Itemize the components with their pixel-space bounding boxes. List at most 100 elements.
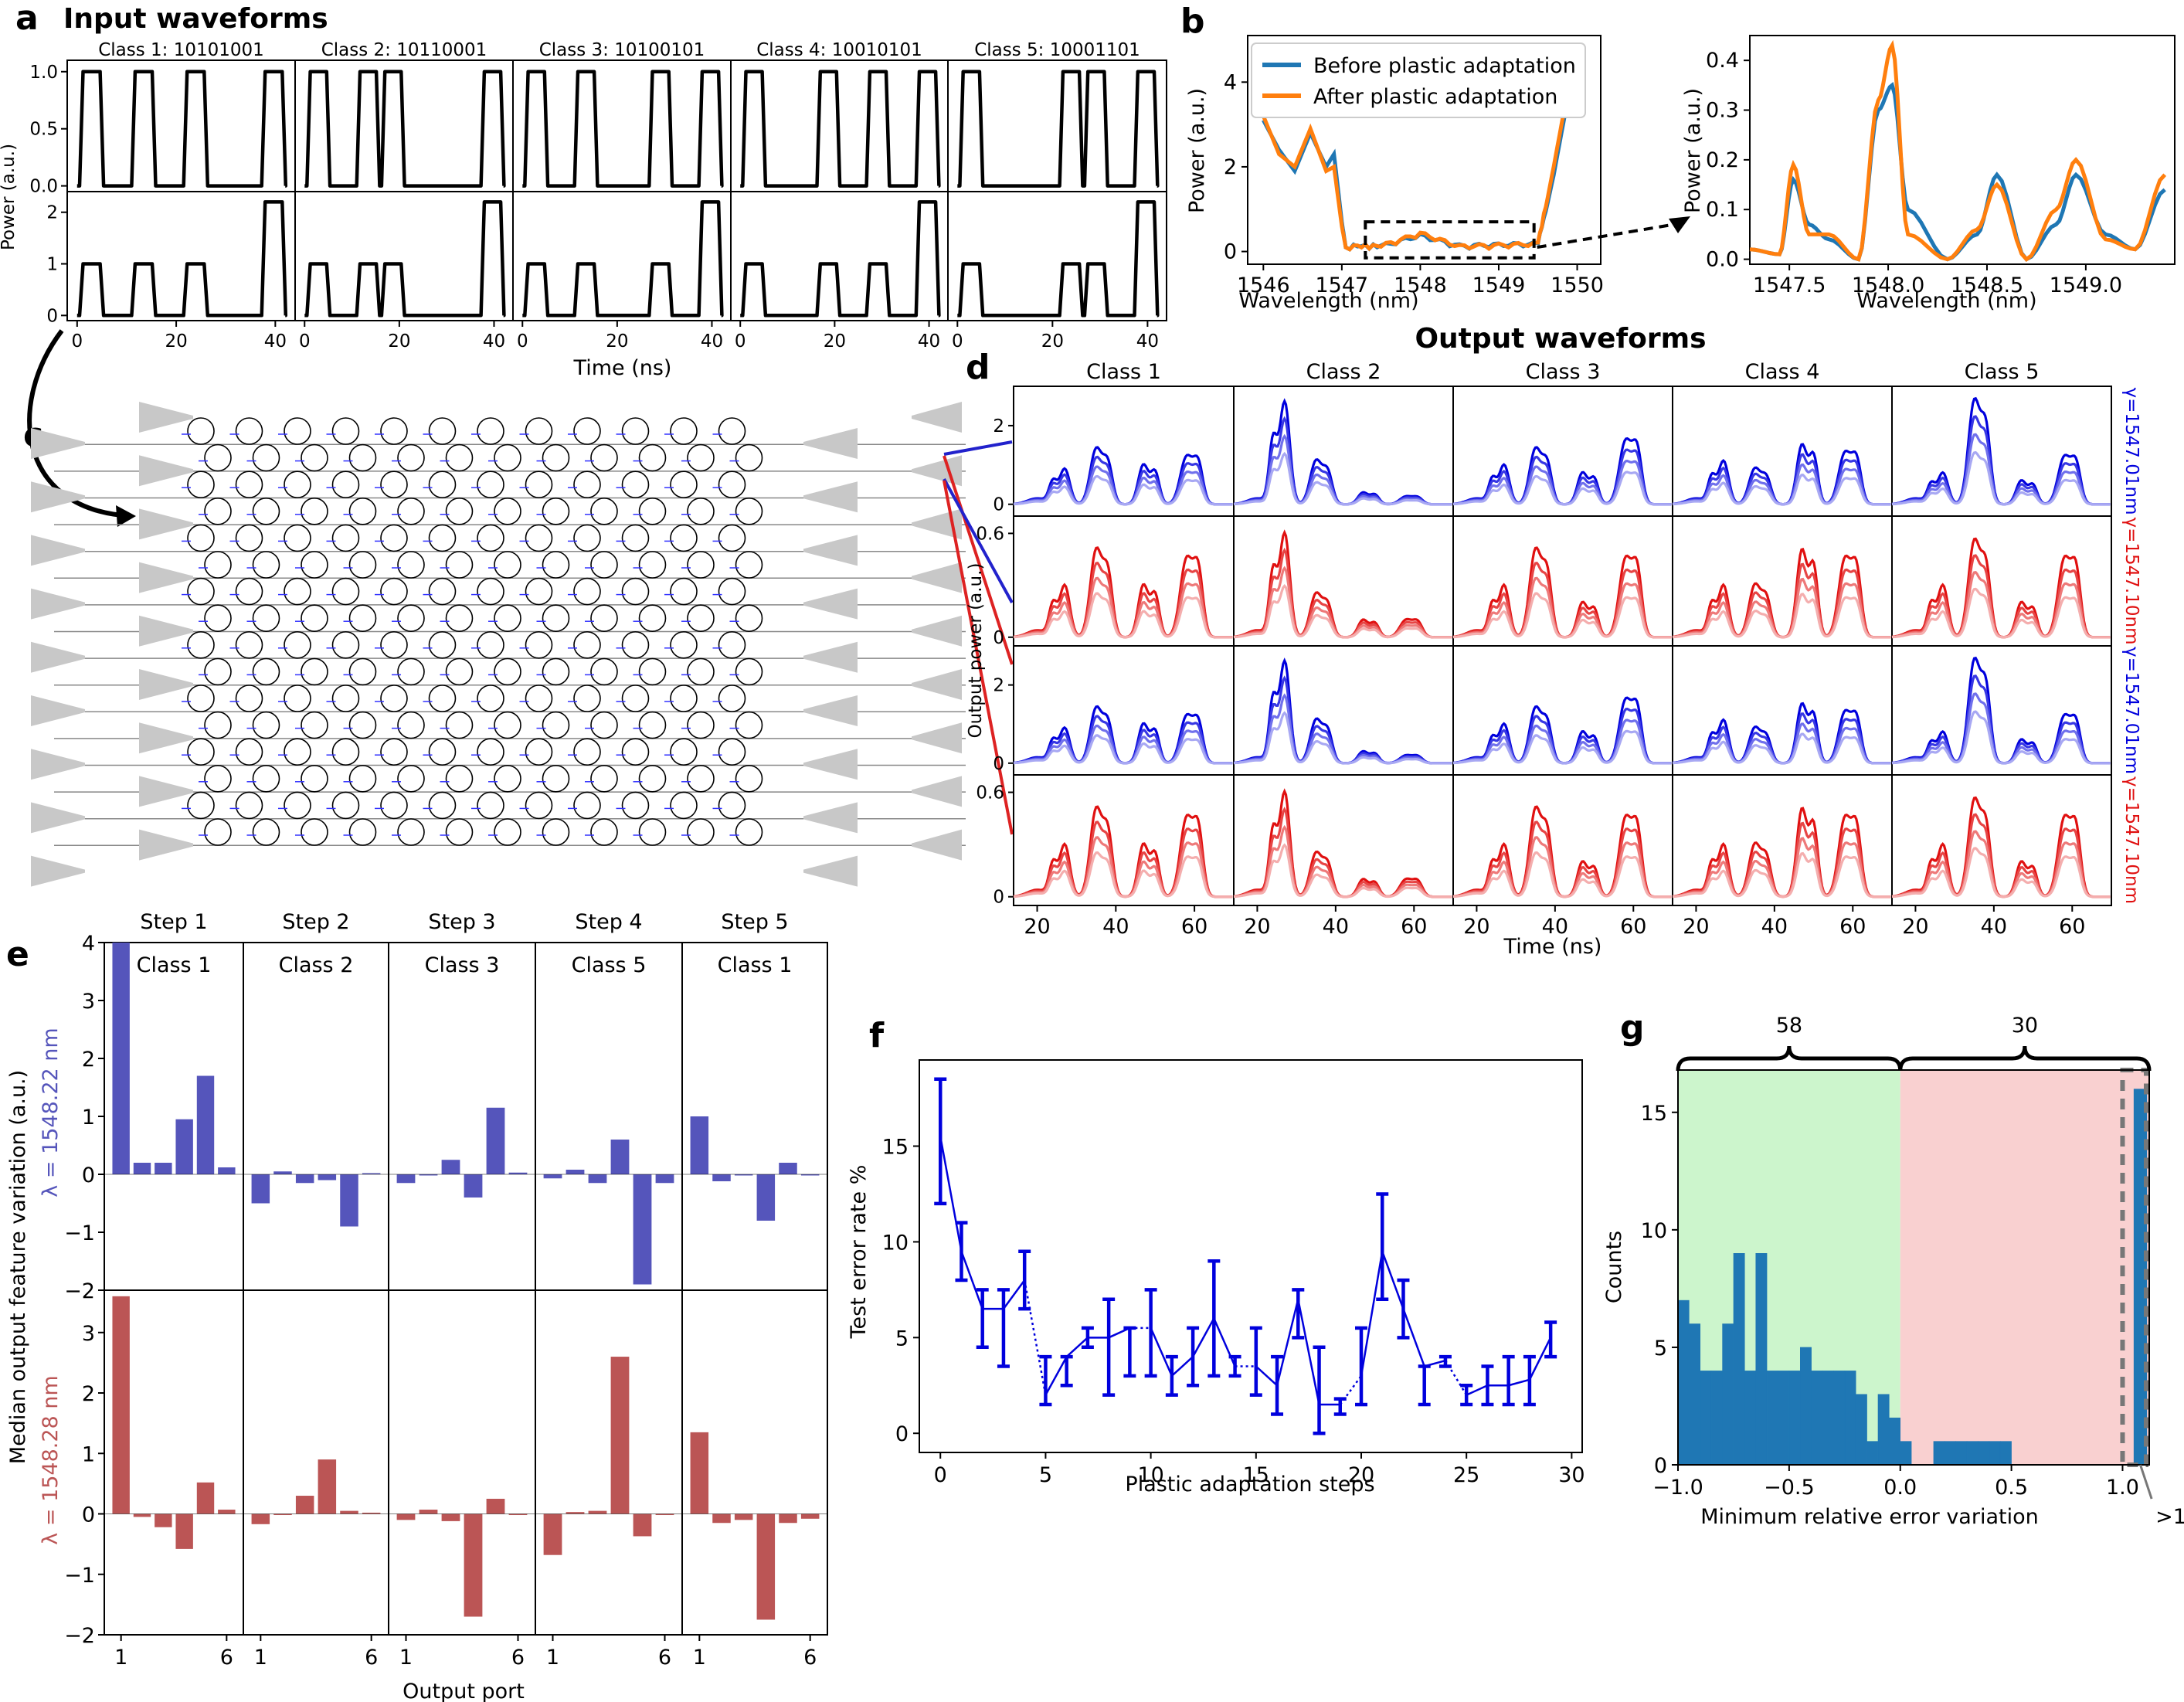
panel-c-ring bbox=[445, 443, 474, 472]
panel-d-xlabel: Time (ns) bbox=[1503, 935, 1602, 959]
panel-d-xtick-label: 60 bbox=[1620, 915, 1646, 939]
panel-c-right-coupler bbox=[912, 455, 962, 487]
panel-d-waveform-line bbox=[1891, 587, 2111, 639]
panel-d-waveform-line bbox=[1013, 576, 1233, 639]
panel-c-left-coupler bbox=[139, 615, 193, 647]
panel-c-ring bbox=[735, 604, 763, 633]
panel-g-bar bbox=[1945, 1441, 1956, 1466]
panel-e-ytick-label: −2 bbox=[64, 1279, 95, 1303]
panel-d-output-waveforms: Output waveforms Time (ns) Output power … bbox=[966, 323, 2142, 959]
panel-e-axes-bottom bbox=[681, 1289, 828, 1636]
panel-d-waveform-line bbox=[1891, 656, 2111, 765]
panel-c-ring bbox=[252, 818, 280, 846]
panel-c-ring bbox=[331, 524, 360, 552]
panel-c-ring bbox=[573, 577, 601, 606]
panel-e-xlabel: Output port bbox=[402, 1680, 525, 1702]
panel-f-xlabel: Plastic adaptation steps bbox=[1125, 1473, 1374, 1496]
panel-e-step-title: Step 2 bbox=[282, 910, 349, 934]
panel-e-xtick-label: 1 bbox=[693, 1646, 706, 1670]
panel-c-ring bbox=[735, 818, 763, 846]
panel-c-ring bbox=[670, 630, 698, 659]
panel-c-ring bbox=[331, 791, 360, 820]
panel-d-ytick-label: 0.6 bbox=[976, 783, 1004, 803]
panel-c-ring bbox=[252, 711, 280, 739]
panel-d-waveform-line bbox=[1233, 451, 1452, 506]
panel-e-class-title: Class 2 bbox=[279, 953, 354, 977]
panel-c-ring bbox=[477, 524, 504, 552]
panel-e-bar-bottom bbox=[800, 1513, 820, 1519]
panel-e-bar-bottom bbox=[633, 1513, 652, 1537]
panel-e-bar-top bbox=[655, 1174, 674, 1184]
panel-c-left-coupler bbox=[139, 669, 193, 700]
panel-f-xtick-label: 0 bbox=[934, 1463, 947, 1487]
panel-c-ring bbox=[573, 738, 601, 766]
panel-e-bar-top bbox=[610, 1140, 630, 1174]
panel-c-ring bbox=[235, 685, 263, 712]
panel-e-axes-bottom bbox=[535, 1289, 683, 1636]
panel-e-letter: e bbox=[6, 935, 29, 974]
panel-c-ring bbox=[235, 630, 263, 659]
panel-e-bar-bottom bbox=[486, 1498, 505, 1514]
panel-c-ring bbox=[525, 577, 553, 606]
panel-c-ring bbox=[331, 738, 360, 766]
panel-d-waveform-line bbox=[1452, 851, 1672, 899]
panel-e-class-title: Class 1 bbox=[137, 953, 212, 977]
panel-c-ring bbox=[284, 791, 311, 820]
panel-d-row-label: γ=1547.10nm bbox=[2121, 518, 2142, 645]
panel-c-right-coupler bbox=[912, 402, 962, 433]
panel-e-bar-top bbox=[112, 943, 130, 1174]
panel-d-waveform-line bbox=[1672, 851, 1891, 899]
panel-e-bar-top bbox=[800, 1174, 820, 1176]
panel-e-bar-bottom bbox=[690, 1432, 709, 1514]
panel-a-ytick-label: 1 bbox=[46, 255, 58, 275]
panel-a-waveform-line bbox=[740, 70, 941, 188]
panel-c-ring bbox=[301, 497, 328, 525]
panel-a-waveform-line bbox=[522, 70, 724, 188]
panel-b-zoom-ytick-label: 0.1 bbox=[1706, 198, 1739, 222]
panel-c-ring bbox=[235, 524, 263, 552]
panel-d-class-title: Class 3 bbox=[1526, 360, 1601, 384]
panel-e-bar-top bbox=[464, 1174, 483, 1198]
panel-a-xtick-label: 20 bbox=[824, 331, 846, 352]
panel-d-ytick-label: 0 bbox=[993, 495, 1004, 515]
panel-c-ring bbox=[348, 551, 377, 579]
panel-g-bar bbox=[1722, 1323, 1734, 1466]
panel-c-left-coupler bbox=[139, 455, 193, 487]
panel-b-legend-label-after: After plastic adaptation bbox=[1313, 85, 1557, 109]
panel-b-xtick-label: 1546 bbox=[1237, 273, 1290, 297]
panel-c-ring bbox=[735, 657, 763, 686]
panel-c-ring bbox=[445, 497, 474, 525]
panel-c-right-coupler bbox=[803, 428, 858, 459]
panel-c-ring bbox=[687, 551, 715, 579]
panel-c-to-d-link bbox=[943, 455, 1014, 665]
panel-e-bar-top bbox=[779, 1163, 797, 1174]
panel-c-left-coupler bbox=[139, 562, 193, 593]
panel-e-bar-top bbox=[734, 1174, 753, 1176]
panel-e-bar-top bbox=[196, 1075, 215, 1174]
panel-f-line-segment bbox=[1360, 1251, 1384, 1377]
panel-g-xtick-label: 0.5 bbox=[1995, 1476, 2028, 1500]
panel-c-ring bbox=[542, 551, 570, 579]
panel-g-overflow-label: >1 bbox=[2155, 1505, 2184, 1529]
panel-g-brace-label: 58 bbox=[1776, 1014, 1802, 1038]
panel-c-ring bbox=[284, 630, 311, 659]
panel-d-xtick-label: 40 bbox=[1761, 915, 1788, 939]
panel-d-waveform-line bbox=[1891, 710, 2111, 765]
panel-c-right-coupler bbox=[912, 562, 962, 593]
panel-e-class-title: Class 3 bbox=[425, 953, 500, 977]
panel-c-ring bbox=[331, 577, 360, 606]
panel-a-waveform-line bbox=[957, 70, 1160, 188]
panel-c-left-coupler bbox=[139, 402, 193, 433]
panel-d-waveform-line bbox=[1891, 450, 2111, 506]
panel-b-zoom-ytick-label: 0.4 bbox=[1706, 49, 1739, 73]
panel-b-zoom-ytick-label: 0.3 bbox=[1706, 99, 1739, 123]
panel-a-ytick-label: 2 bbox=[46, 203, 58, 223]
panel-f-xtick-label: 30 bbox=[1558, 1463, 1585, 1487]
panel-b-zoom-ylabel: Power (a.u.) bbox=[1681, 88, 1705, 213]
panel-e-step-title: Step 1 bbox=[140, 910, 207, 934]
panel-g-xtick-label: −1.0 bbox=[1652, 1476, 1703, 1500]
panel-e-step-title: Step 4 bbox=[575, 910, 642, 934]
panel-c-ring bbox=[718, 630, 746, 659]
panel-e-ytick-label: 2 bbox=[82, 1048, 95, 1072]
panel-c-left-coupler bbox=[31, 428, 85, 459]
